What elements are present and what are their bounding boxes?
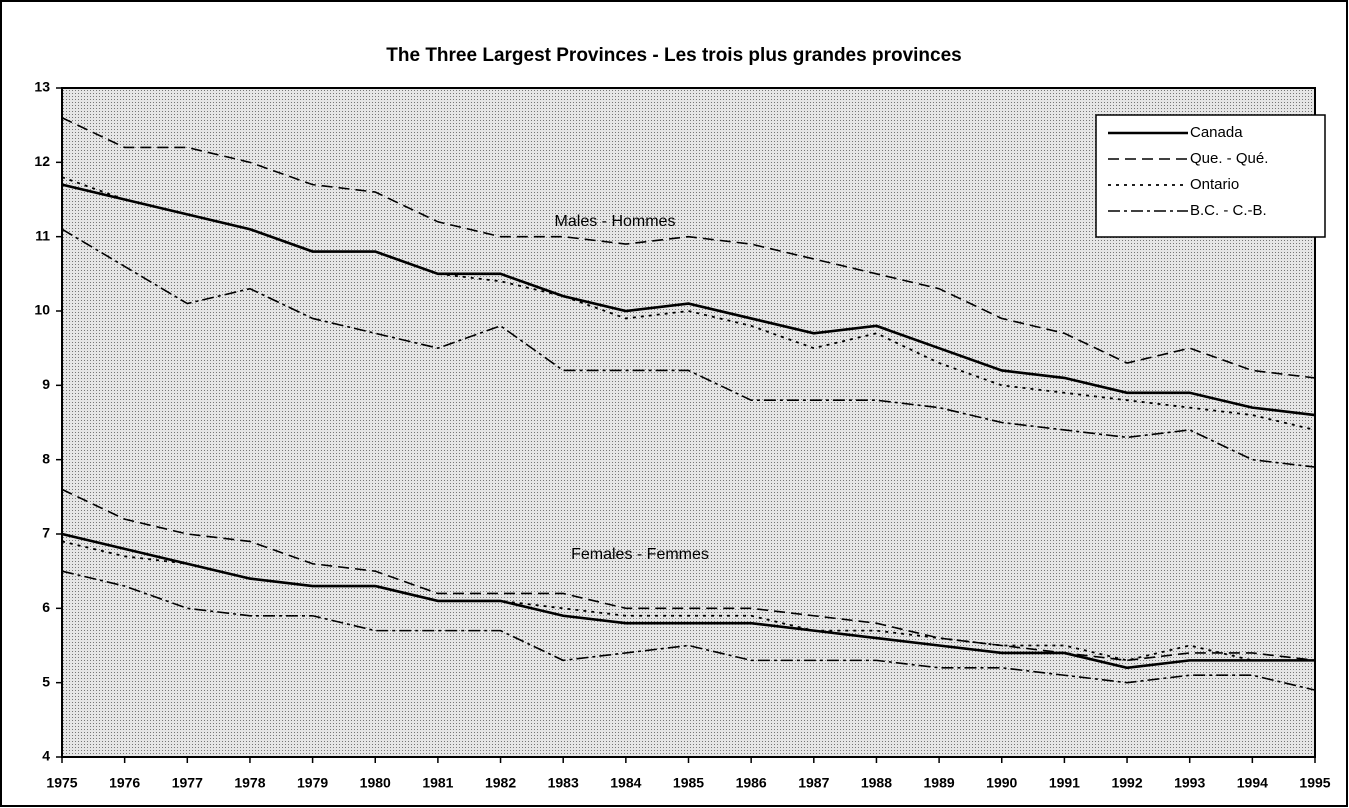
x-tick-label: 1983 xyxy=(548,775,579,791)
x-tick-label: 1993 xyxy=(1174,775,1205,791)
series-line xyxy=(61,570,1316,691)
y-tick-label: 4 xyxy=(42,748,50,764)
y-tick-label: 10 xyxy=(34,302,50,318)
x-tick-label: 1986 xyxy=(736,775,767,791)
x-tick-label: 1979 xyxy=(297,775,328,791)
series-line xyxy=(61,117,1316,379)
y-tick-label: 5 xyxy=(42,673,50,689)
x-tick-label: 1987 xyxy=(798,775,829,791)
series-line xyxy=(61,532,1315,670)
annotation: Females - Femmes xyxy=(571,546,709,563)
y-tick-label: 6 xyxy=(42,599,50,615)
x-tick-label: 1990 xyxy=(986,775,1017,791)
x-tick-label: 1988 xyxy=(861,775,892,791)
y-tick-label: 9 xyxy=(42,376,50,392)
x-tick-label: 1995 xyxy=(1299,775,1330,791)
x-tick-label: 1980 xyxy=(360,775,391,791)
legend-box xyxy=(1095,114,1326,238)
y-tick-label: 11 xyxy=(35,227,50,243)
legend-label: B.C. - C.-B. xyxy=(1190,202,1267,219)
x-tick-label: 1981 xyxy=(422,775,453,791)
y-tick-label: 8 xyxy=(42,450,50,466)
y-tick-label: 7 xyxy=(42,525,50,541)
x-tick-label: 1977 xyxy=(172,775,203,791)
x-tick-label: 1978 xyxy=(234,775,265,791)
chart-title: The Three Largest Provinces - Les trois … xyxy=(386,45,961,66)
x-tick-label: 1992 xyxy=(1111,775,1142,791)
x-tick-label: 1989 xyxy=(924,775,955,791)
x-tick-label: 1984 xyxy=(610,775,641,791)
x-tick-label: 1994 xyxy=(1237,775,1268,791)
x-tick-label: 1985 xyxy=(673,775,704,791)
x-tick-label: 1975 xyxy=(46,775,77,791)
x-tick-label: 1976 xyxy=(109,775,140,791)
legend-label: Ontario xyxy=(1190,176,1239,193)
x-tick-label: 1982 xyxy=(485,775,516,791)
y-tick-label: 12 xyxy=(34,153,50,169)
series-line xyxy=(61,176,1316,431)
x-tick-label: 1991 xyxy=(1049,775,1080,791)
legend-label: Que. - Qué. xyxy=(1190,150,1268,167)
y-tick-label: 13 xyxy=(34,79,50,95)
series-line xyxy=(61,228,1316,468)
series-line xyxy=(61,540,1315,662)
annotation: Males - Hommes xyxy=(555,213,676,230)
legend-label: Canada xyxy=(1190,124,1243,141)
